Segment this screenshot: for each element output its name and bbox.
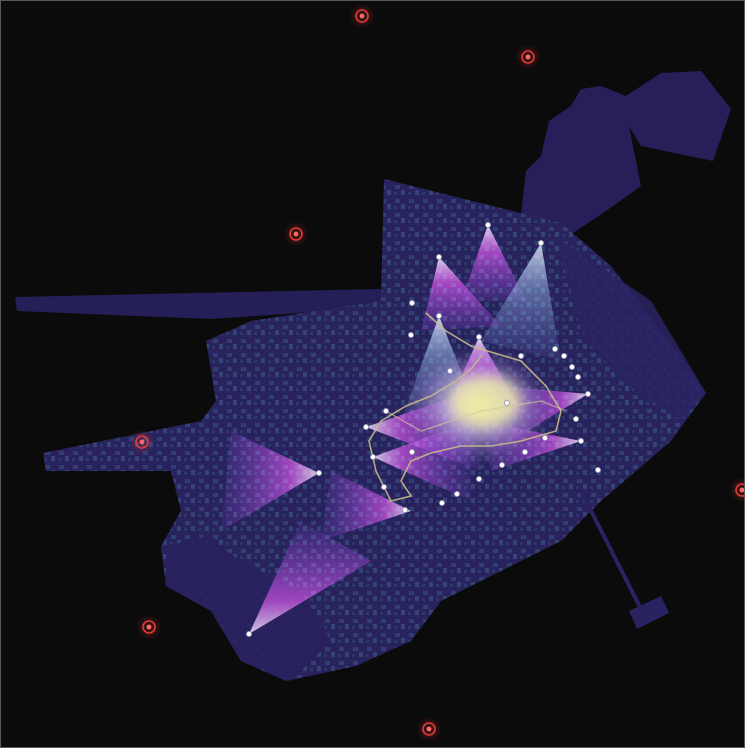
sensor-node-dot-icon[interactable] <box>435 312 442 319</box>
route-path-inner <box>385 400 567 432</box>
sensor-node-dot-icon[interactable] <box>245 631 252 638</box>
outlier-marker-target-circle-icon[interactable] <box>352 6 372 26</box>
sensor-node-dot-icon[interactable] <box>569 363 576 370</box>
sensor-node-dot-icon[interactable] <box>362 423 369 430</box>
sensor-node-dot-icon[interactable] <box>573 415 580 422</box>
sensor-node-dot-icon[interactable] <box>369 453 376 460</box>
coverage-footprint <box>15 71 731 681</box>
sensor-node-dot-icon[interactable] <box>585 390 592 397</box>
sensor-node-dot-icon[interactable] <box>498 461 505 468</box>
footprint-south-lobe <box>166 536 331 681</box>
sensor-node-dot-icon[interactable] <box>522 448 529 455</box>
footprint-east-block <box>556 236 706 421</box>
outlier-marker-target-circle-icon[interactable] <box>419 719 439 739</box>
sensor-node-dot-icon[interactable] <box>561 352 568 359</box>
fov-west-1 <box>221 431 319 531</box>
fov-north-2 <box>481 243 561 361</box>
sensor-node-dot-icon[interactable] <box>575 373 582 380</box>
sensor-node-dot-icon[interactable] <box>446 367 453 374</box>
sensor-node-dot-icon[interactable] <box>315 469 322 476</box>
fov-south-2 <box>321 471 411 541</box>
outlier-marker-target-circle-icon[interactable] <box>132 432 152 452</box>
footprint-tail-line <box>579 490 643 610</box>
sensor-node-dot-icon[interactable] <box>407 331 414 338</box>
sensor-node-dot-icon[interactable] <box>475 333 482 340</box>
sensor-node-dot-icon[interactable] <box>518 352 525 359</box>
fov-north-3 <box>421 257 501 331</box>
sensor-node-dot-icon[interactable] <box>453 490 460 497</box>
sensor-node-dot-icon[interactable] <box>408 448 415 455</box>
overlap-core <box>451 376 521 426</box>
sensor-node-dot-icon[interactable] <box>438 499 445 506</box>
sensor-node-dot-icon[interactable] <box>435 253 442 260</box>
sensor-node-dot-icon[interactable] <box>382 407 389 414</box>
sensor-node-dot-icon[interactable] <box>380 483 387 490</box>
outlier-marker-target-circle-icon[interactable] <box>732 480 744 500</box>
sensor-node-dot-icon[interactable] <box>538 239 545 246</box>
sensor-node-dot-icon[interactable] <box>408 299 415 306</box>
sensor-node-dot-icon[interactable] <box>542 434 549 441</box>
sensor-node-dot-icon[interactable] <box>595 466 602 473</box>
outlier-marker-target-circle-icon[interactable] <box>139 617 159 637</box>
sensor-node-dot-icon[interactable] <box>475 475 482 482</box>
sensor-node-dot-icon[interactable] <box>578 437 585 444</box>
outlier-marker-target-circle-icon[interactable] <box>518 47 538 67</box>
outlier-markers <box>132 6 744 739</box>
fov-north-1 <box>461 225 526 301</box>
fov-south-1 <box>249 521 371 634</box>
sensor-nodes <box>245 221 602 638</box>
sensor-node-dot-icon[interactable] <box>503 399 510 406</box>
footprint-ne-arm <box>521 71 731 241</box>
route-path <box>368 312 562 502</box>
footprint-east-tail <box>629 596 669 629</box>
sensor-node-dot-icon[interactable] <box>401 506 408 513</box>
sensor-node-dot-icon[interactable] <box>552 345 559 352</box>
footprint-west-strip <box>15 289 385 319</box>
sensor-node-dot-icon[interactable] <box>484 221 491 228</box>
outlier-marker-target-circle-icon[interactable] <box>286 224 306 244</box>
